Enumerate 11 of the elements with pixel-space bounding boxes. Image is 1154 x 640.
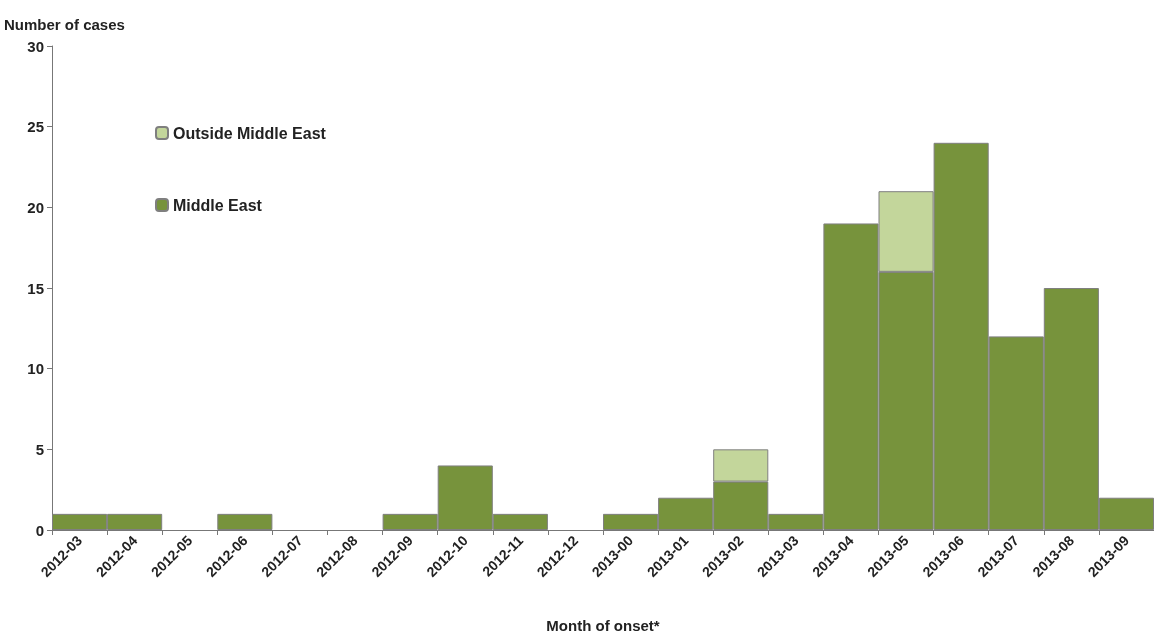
y-tick-label: 10 [27, 360, 44, 378]
y-tick-label: 15 [27, 279, 44, 297]
y-tick-label: 25 [27, 118, 44, 136]
y-tick-label: 5 [35, 440, 44, 458]
legend-label: Middle East [173, 196, 263, 214]
y-tick-label: 30 [27, 37, 44, 55]
legend-label: Outside Middle East [173, 124, 327, 142]
y-tick-label: 0 [35, 521, 44, 539]
y-axis-title: Number of cases [4, 16, 125, 33]
y-tick-label: 20 [27, 198, 44, 216]
x-axis-title: Month of onset* [546, 617, 660, 634]
